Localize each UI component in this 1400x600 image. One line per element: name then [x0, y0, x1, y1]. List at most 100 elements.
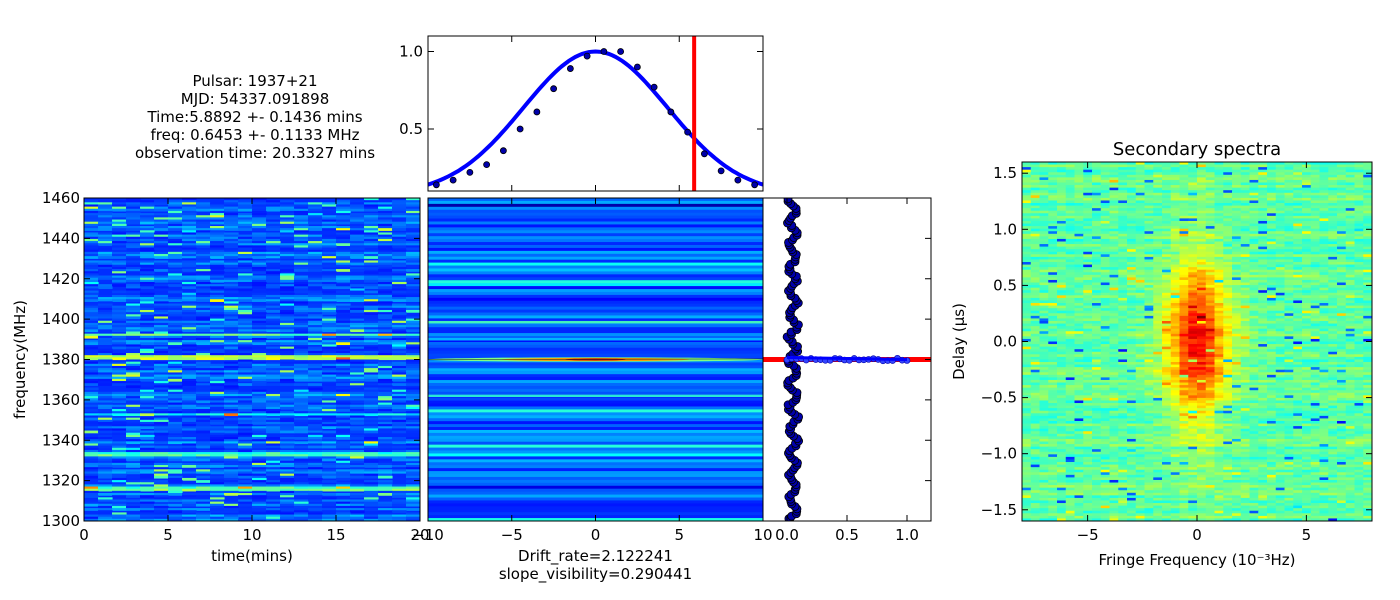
heatmap-cell	[238, 275, 253, 279]
heatmap-cell	[1337, 244, 1347, 248]
heatmap-cell	[406, 258, 420, 262]
heatmap-cell	[406, 368, 420, 371]
heatmap-cell	[168, 346, 183, 350]
heatmap-cell	[224, 406, 239, 410]
heatmap-cell	[1258, 182, 1268, 186]
heatmap-cell	[224, 404, 239, 408]
heatmap-cell	[392, 253, 407, 257]
heatmap-cell	[168, 294, 183, 298]
heatmap-cell	[350, 247, 365, 251]
heatmap-cell	[378, 353, 393, 356]
heatmap-cell	[1039, 233, 1049, 237]
heatmap-cell	[1310, 254, 1321, 258]
heatmap-cell	[84, 279, 99, 283]
heatmap-cell	[210, 376, 225, 380]
heatmap-cell	[1267, 246, 1277, 250]
heatmap-cell	[1092, 238, 1102, 243]
heatmap-cell	[1135, 226, 1146, 230]
heatmap-cell	[238, 473, 253, 477]
heatmap-cell	[1039, 246, 1049, 250]
heatmap-cell	[140, 413, 155, 417]
heatmap-cell	[112, 449, 127, 453]
heatmap-cell	[224, 325, 239, 328]
heatmap-cell	[294, 223, 309, 227]
heatmap-cell	[126, 374, 141, 378]
heatmap-cell	[1057, 238, 1067, 243]
heatmap-cell	[1057, 197, 1067, 202]
heatmap-cell	[1354, 210, 1364, 214]
heatmap-band	[428, 427, 763, 431]
heatmap-cell	[266, 294, 281, 298]
heatmap-cell	[238, 419, 253, 423]
heatmap-cell	[154, 495, 169, 498]
heatmap-cell	[266, 258, 281, 262]
heatmap-cell	[140, 236, 155, 240]
heatmap-band	[428, 471, 763, 475]
heatmap-cell	[182, 284, 197, 287]
heatmap-cell	[168, 404, 183, 408]
heatmap-cell	[364, 236, 379, 240]
heatmap-cell	[112, 322, 127, 326]
heatmap-cell	[182, 342, 197, 346]
heatmap-cell	[182, 340, 197, 343]
heatmap-cell	[196, 396, 211, 399]
heatmap-cell	[98, 516, 113, 520]
heatmap-cell	[378, 376, 393, 380]
heatmap-cell	[154, 385, 169, 389]
heatmap-cell	[336, 230, 351, 234]
heatmap-cell	[1267, 169, 1277, 173]
heatmap-cell	[182, 447, 197, 451]
heatmap-cell	[1083, 205, 1093, 209]
heatmap-cell	[266, 406, 281, 410]
heatmap-cell	[322, 355, 337, 358]
heatmap-cell	[252, 329, 267, 333]
heatmap-cell	[252, 279, 267, 283]
heatmap-cell	[140, 365, 155, 369]
heatmap-cell	[196, 518, 211, 521]
heatmap-cell	[210, 215, 225, 218]
heatmap-cell	[1310, 233, 1321, 237]
heatmap-cell	[392, 376, 407, 380]
heatmap-cell	[336, 303, 351, 307]
heatmap-cell	[1302, 231, 1312, 235]
heatmap-cell	[1232, 241, 1242, 245]
heatmap-cell	[1039, 236, 1049, 240]
heatmap-cell	[406, 284, 420, 287]
heatmap-cell	[378, 370, 393, 374]
heatmap-cell	[1100, 236, 1111, 240]
heatmap-cell	[1065, 190, 1076, 194]
heatmap-cell	[294, 279, 309, 283]
heatmap-cell	[1267, 208, 1277, 212]
heatmap-cell	[168, 413, 183, 417]
heatmap-cell	[336, 200, 351, 203]
heatmap-cell	[336, 333, 351, 337]
heatmap-cell	[98, 335, 113, 339]
heatmap-cell	[98, 312, 113, 315]
heatmap-cell	[266, 404, 281, 408]
heatmap-cell	[364, 497, 379, 501]
heatmap-cell	[336, 419, 351, 423]
heatmap-cell	[1214, 256, 1224, 261]
heatmap-cell	[84, 299, 99, 302]
heatmap-cell	[1057, 246, 1067, 250]
heatmap-cell	[84, 372, 99, 376]
heatmap-cell	[98, 251, 113, 255]
heatmap-cell	[1179, 215, 1189, 220]
heatmap-cell	[210, 426, 225, 430]
heatmap-cell	[84, 441, 99, 445]
heatmap-cell	[308, 346, 323, 350]
heatmap-cell	[308, 256, 323, 259]
heatmap-band	[428, 474, 763, 478]
heatmap-cell	[182, 234, 197, 238]
heatmap-cell	[1223, 256, 1233, 261]
heatmap-cell	[308, 260, 323, 264]
heatmap-cell	[84, 202, 99, 206]
heatmap-cell	[1354, 220, 1364, 225]
heatmap-cell	[1074, 174, 1084, 178]
heatmap-cell	[266, 396, 281, 399]
heatmap-cell	[378, 241, 393, 244]
heatmap-cell	[1135, 179, 1146, 184]
heatmap-band	[428, 277, 763, 281]
heatmap-cell	[1144, 195, 1154, 199]
heatmap-cell	[140, 271, 155, 274]
